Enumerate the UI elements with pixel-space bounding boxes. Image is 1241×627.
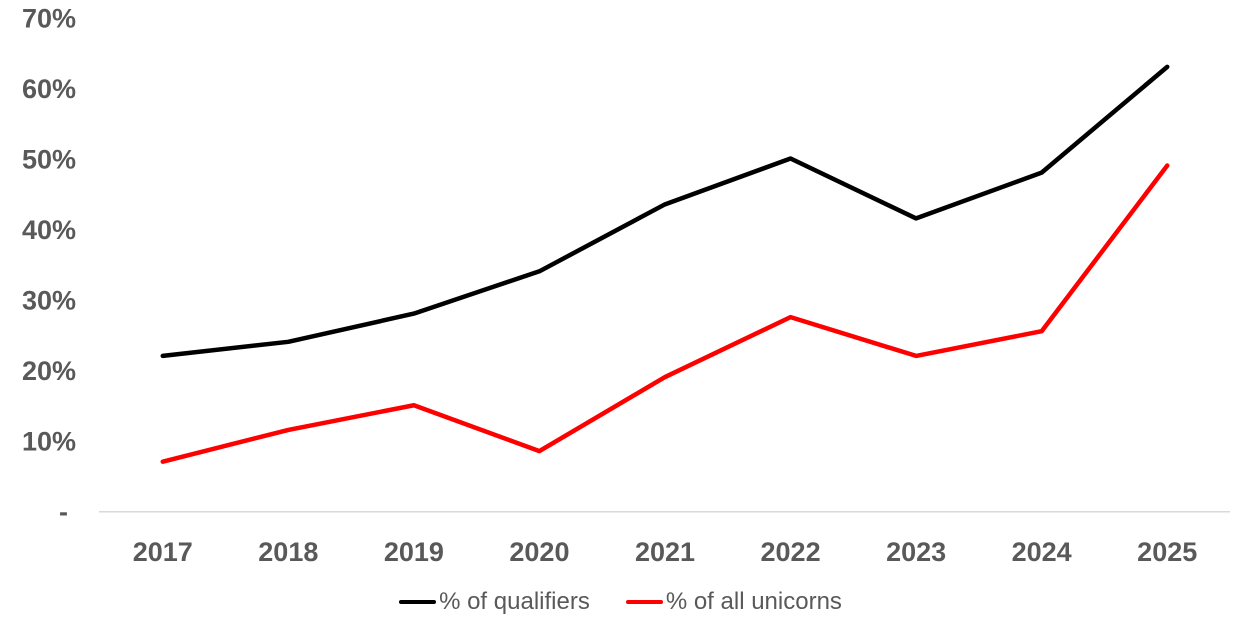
y-axis-tick-label: 70% <box>22 4 76 34</box>
x-axis-tick-label: 2020 <box>509 537 569 567</box>
legend-line-swatch-icon <box>399 599 437 605</box>
x-axis-tick-label: 2018 <box>258 537 318 567</box>
y-axis-tick-label: 40% <box>22 215 76 245</box>
x-axis-tick-label: 2024 <box>1012 537 1072 567</box>
series-line-all-unicorns <box>160 163 1170 464</box>
x-axis-tick-label: 2019 <box>384 537 444 567</box>
legend-label: % of all unicorns <box>665 588 842 615</box>
legend-label: % of qualifiers <box>439 588 590 615</box>
y-axis-tick-label: 60% <box>22 74 76 104</box>
y-axis-tick-label: 50% <box>22 145 76 175</box>
x-axis-tick-label: 2025 <box>1137 537 1197 567</box>
x-axis-tick-label: 2022 <box>761 537 821 567</box>
x-axis-tick-label: 2023 <box>886 537 946 567</box>
y-axis-tick-label: 20% <box>22 356 76 386</box>
legend-item: % of all unicorns <box>625 588 842 616</box>
x-axis-tick-label: 2021 <box>635 537 695 567</box>
x-axis-tick-label: 2017 <box>133 537 193 567</box>
y-axis-tick-label: - <box>59 497 68 527</box>
y-axis-tick-label: 30% <box>22 286 76 316</box>
legend-line-swatch-icon <box>625 599 663 605</box>
legend-item: % of qualifiers <box>399 588 590 616</box>
legend: % of qualifiers % of all unicorns <box>0 588 1241 616</box>
series-line-qualifiers <box>160 64 1170 359</box>
y-axis-tick-label: 10% <box>22 427 76 457</box>
